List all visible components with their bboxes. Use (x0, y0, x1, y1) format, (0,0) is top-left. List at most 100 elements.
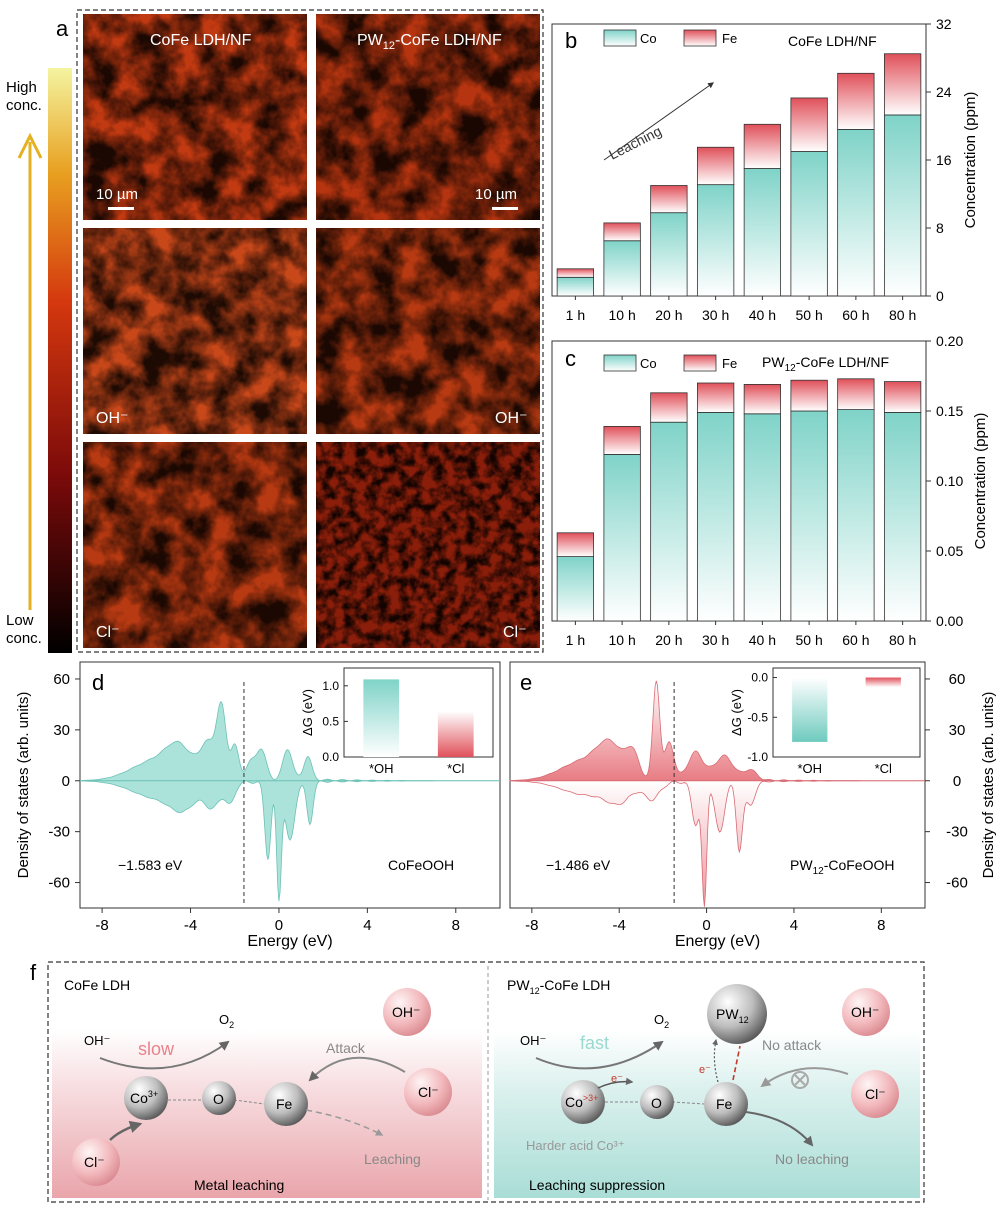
bar-c-co-1 (556, 556, 595, 622)
right-fe-ball (704, 1082, 748, 1126)
inset-ylabel-d: ΔG (eV) (300, 689, 315, 736)
map-texture-6 (316, 442, 540, 648)
left-bond-o-fe (233, 1099, 266, 1105)
xtick-label-c-2: 10 h (609, 632, 636, 648)
bar-c-fe-7 (837, 378, 875, 410)
left-oh-label: OH⁻ (84, 1033, 110, 1048)
leaching-annotation: Leaching (606, 123, 664, 163)
inset-ytick-label-d-2: 0.5 (322, 714, 339, 728)
left-fe-label: Fe (276, 1096, 293, 1112)
chart-d-frame (79, 661, 501, 909)
bar-c-fe-8 (883, 381, 922, 413)
right-fe-pw-bond (732, 1045, 741, 1081)
xtick-label-b-5: 40 h (749, 307, 776, 323)
fermi-label-e: −1.486 eV (546, 857, 611, 873)
colorbar (48, 68, 72, 653)
dos-e-spin-down (509, 780, 925, 907)
right-caption: Leaching suppression (529, 1177, 665, 1193)
bar-b-co-3 (650, 212, 688, 297)
left-o-label: O (213, 1091, 224, 1107)
blocked-icon (791, 1071, 809, 1089)
inset-ytick-label-e-1: 0.0 (751, 671, 768, 685)
panel-f: f CoFe LDH OH⁻ slow O2 OH⁻ Cl⁻ Attack Co… (30, 960, 925, 1203)
bar-c-fe-2 (603, 425, 641, 455)
ytick-label-d-1: 60 (53, 671, 70, 688)
bar-c-fe-5 (743, 383, 782, 415)
scalebar-right-label: 10 µm (475, 186, 517, 203)
right-fast-label: fast (580, 1033, 609, 1053)
bar-b-fe-8 (883, 53, 922, 116)
left-o-ball (202, 1081, 236, 1115)
bar-c-co-5 (743, 413, 782, 622)
inset-bar-d-1 (363, 679, 400, 757)
dos-d-spin-down (79, 780, 500, 902)
right-e-arrow-fe (712, 1038, 719, 1083)
bar-b-co-1 (556, 276, 595, 297)
right-no-attack-label: No attack (762, 1037, 822, 1053)
left-fe-ball (264, 1082, 308, 1126)
xtick-label-b-7: 60 h (842, 307, 869, 323)
chart-e-title: PW12-CoFeOOH (790, 857, 894, 877)
left-caption: Metal leaching (194, 1177, 284, 1193)
left-slow-arrow (99, 1040, 230, 1070)
ytick-label-b-4: 24 (936, 84, 952, 100)
map-texture-2 (316, 14, 540, 220)
right-pw12-label: PW12 (716, 1006, 749, 1025)
bar-b-co-6 (790, 151, 828, 297)
left-leaching-arrow (305, 1109, 384, 1136)
xtick-label-d-1: -8 (95, 917, 108, 934)
xtick-label-e-4: 4 (790, 917, 798, 934)
panel-label-c: c (565, 346, 576, 371)
chart-c-title: PW12-CoFe LDH/NF (762, 354, 889, 374)
right-no-attack-arrow (760, 1067, 849, 1088)
left-cl-ball (404, 1068, 452, 1116)
ytick-label-c-3: 0.10 (936, 473, 963, 489)
chart-b: b CoFe LDH/NF Leaching 1 h 10 h 20 h 30 h 40… (551, 16, 979, 323)
map-title-pw12: PW12-CoFe LDH/NF (357, 32, 502, 52)
xtick-label-c-8: 80 h (889, 632, 916, 648)
left-cl-arrow (109, 1120, 143, 1141)
ytick-label-b-1: 0 (936, 288, 944, 304)
chart-e: e −1.486 eV PW12-CoFeOOH -8 -4 0 4 8 60 30 0 -30… (509, 661, 997, 950)
right-o-ball (640, 1085, 674, 1119)
left-attack-arrow (308, 1056, 406, 1082)
left-leaching-label: Leaching (364, 1151, 421, 1167)
scheme-left-title: CoFe LDH (64, 977, 130, 993)
bar-b-fe-7 (837, 72, 875, 130)
xtick-label-e-3: 0 (702, 917, 710, 934)
right-no-leaching-arrow (745, 1111, 814, 1147)
inset-bar-e-2 (865, 677, 901, 688)
bar-b-co-7 (837, 128, 875, 297)
xtick-label-c-1: 1 h (566, 632, 585, 648)
panel-label-f: f (30, 960, 37, 985)
inset-ytick-label-d-3: 1.0 (322, 679, 339, 693)
xtick-label-b-1: 1 h (566, 307, 585, 323)
xtick-label-c-4: 30 h (702, 632, 729, 648)
right-pw12-ball (707, 984, 767, 1044)
xtick-label-e-1: -8 (525, 917, 538, 934)
xtick-label-c-3: 20 h (655, 632, 682, 648)
bar-b-fe-5 (743, 123, 782, 169)
scheme-frame (47, 961, 925, 1203)
xtick-label-d-2: -4 (184, 917, 197, 934)
left-attack-label: Attack (326, 1040, 366, 1056)
row-label-oh-right: OH⁻ (495, 410, 527, 427)
ytick-label-e-4: -30 (946, 824, 968, 841)
bar-c-co-2 (603, 453, 641, 622)
bar-c-fe-4 (696, 382, 735, 413)
colorbar-high-line2: conc. (6, 97, 42, 114)
xtick-label-b-6: 50 h (796, 307, 823, 323)
inset-bar-d-2 (437, 711, 474, 757)
map-texture-4 (316, 228, 540, 434)
right-cl-ball (851, 1070, 899, 1118)
colorbar-low-line2: conc. (6, 630, 42, 647)
inset-ytick-label-e-2: -0.5 (747, 710, 768, 724)
eds-maps (83, 14, 540, 648)
right-co-label: Co>3+ (565, 1093, 598, 1110)
fermi-label-d: −1.583 eV (118, 857, 183, 873)
inset-ylabel-e: ΔG (eV) (729, 689, 744, 736)
right-e2-label: e⁻ (699, 1064, 711, 1076)
xtick-label-d-3: 0 (275, 917, 283, 934)
right-e-arrow-co (597, 1077, 634, 1089)
